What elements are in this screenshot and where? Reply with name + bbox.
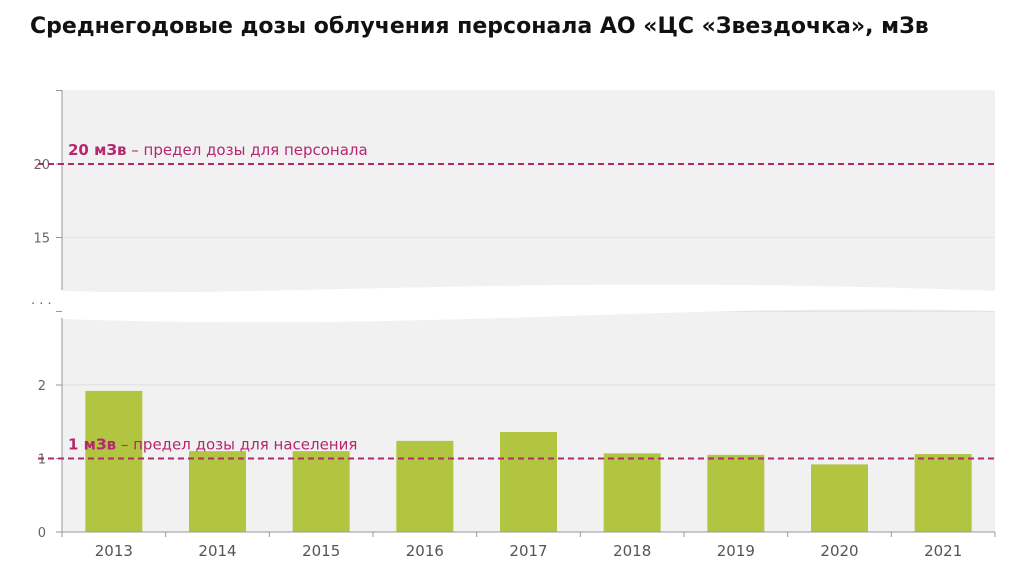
y-tick-label: 1: [38, 453, 46, 468]
reference-value: 20 мЗв: [68, 141, 127, 159]
bar-2019: [707, 454, 765, 532]
bar-2015: [292, 451, 350, 532]
reference-value: 1 мЗв: [68, 436, 116, 454]
axis-break-marker: . . .: [31, 293, 52, 308]
bar-2018: [603, 453, 661, 532]
x-tick-label: 2020: [820, 542, 858, 560]
x-tick-label: 2016: [406, 542, 444, 560]
bar-2013: [85, 390, 143, 532]
x-tick-label: 2015: [302, 542, 340, 560]
x-tick-label: 2014: [198, 542, 236, 560]
bar-2014: [189, 451, 246, 532]
x-tick-label: 2021: [924, 542, 962, 560]
bar-2020: [811, 464, 868, 532]
y-tick-label: 0: [38, 526, 46, 541]
x-tick-label: 2017: [509, 542, 547, 560]
reference-label-1: 20 мЗв – предел дозы для персонала: [68, 141, 368, 159]
y-tick-label: 15: [33, 232, 50, 247]
reference-text: – предел дозы для населения: [116, 436, 357, 454]
reference-text: – предел дозы для персонала: [127, 141, 368, 159]
bar-2016: [396, 440, 454, 532]
y-tick-label: 20: [33, 158, 50, 173]
y-tick-label: 2: [38, 379, 46, 394]
reference-label-2: 1 мЗв – предел дозы для населения: [68, 436, 357, 454]
bar-2021: [914, 454, 972, 532]
axis-break: [38, 284, 1024, 323]
x-tick-label: 2019: [717, 542, 755, 560]
x-tick-label: 2018: [613, 542, 651, 560]
bar-2017: [500, 432, 557, 532]
x-tick-label: 2013: [95, 542, 133, 560]
chart-title: Среднегодовые дозы облучения персонала А…: [30, 14, 929, 39]
